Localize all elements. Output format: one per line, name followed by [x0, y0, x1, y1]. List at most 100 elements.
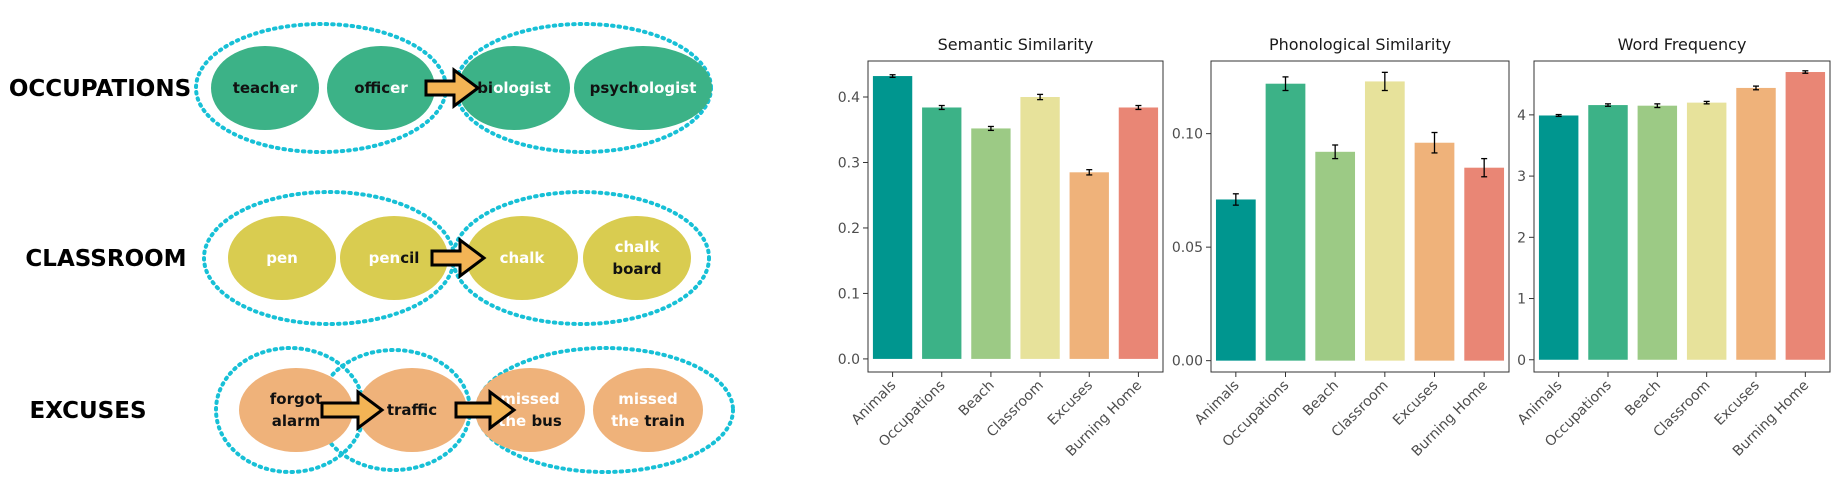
error-bar: [1753, 85, 1759, 91]
word-node-bubble: [239, 368, 353, 452]
word-node: officer: [327, 46, 435, 130]
word-segment: missed: [618, 390, 678, 408]
y-tick-label: 0.2: [838, 221, 860, 237]
bar-classroom: [1686, 102, 1727, 360]
error-bar: [1431, 131, 1438, 154]
word-segment: alarm: [272, 412, 320, 430]
word-node-bubble: [211, 46, 319, 130]
word-node: chalk board: [583, 216, 691, 300]
error-bar: [1282, 76, 1289, 92]
word-node-text: pen: [266, 249, 298, 267]
word-node-text: alarm: [272, 412, 320, 430]
x-tick-label: Beach: [1300, 378, 1342, 420]
error-bar: [1802, 70, 1809, 74]
word-node-bubble: [340, 216, 448, 300]
word-node-text: the train: [611, 412, 685, 430]
x-tick-label: Excuses: [1711, 378, 1762, 429]
word-node-bubble: [357, 368, 467, 452]
category-row-occupations: OCCUPATIONS teacher officer biologist psycho…: [9, 22, 713, 154]
word-node: pen: [228, 216, 336, 300]
error-bar: [1037, 93, 1044, 101]
error-bar: [1703, 100, 1710, 105]
bar-excuses: [1069, 172, 1109, 359]
x-tick-label: Beach: [1622, 378, 1664, 420]
word-node: biologist: [458, 46, 570, 130]
y-tick-label: 0.1: [838, 286, 860, 302]
y-tick-label: 1: [1517, 292, 1526, 308]
transition-arrow-icon: [430, 237, 487, 279]
word-segment: bi: [477, 79, 493, 97]
word-node-bubble: [466, 216, 578, 300]
chart-title: Word Frequency: [1618, 35, 1747, 54]
word-segment: chalk: [500, 249, 546, 267]
bar-burning-home: [1785, 72, 1826, 360]
error-bar: [1232, 193, 1239, 206]
word-node-bubble: [593, 368, 703, 452]
error-bar: [1332, 144, 1339, 160]
chart-title: Semantic Similarity: [938, 35, 1094, 54]
word-node-text: teacher: [233, 79, 298, 97]
bar-occupations: [922, 107, 962, 359]
word-segment: cil: [400, 249, 419, 267]
y-tick-label: 0.05: [1172, 240, 1203, 256]
bar-classroom: [1364, 81, 1405, 361]
error-bar: [987, 125, 994, 132]
error-bar: [889, 74, 896, 79]
transition-arrow-icon: [454, 389, 517, 431]
word-node-text: chalk: [615, 238, 661, 256]
word-node-text: missed: [618, 390, 678, 408]
y-tick-label: 0.4: [838, 90, 860, 106]
word-segment: teach: [233, 79, 280, 97]
plot-frame: [1210, 60, 1510, 373]
error-bar: [1086, 169, 1093, 176]
chart-panel-1: Semantic Similarity 0.0 0.1 0.2 0.3 0.4 Animal…: [838, 35, 1164, 460]
word-node: forgot alarm: [239, 368, 353, 452]
category-label: CLASSROOM: [25, 246, 186, 272]
bar-animals: [1215, 199, 1256, 361]
word-node-text: board: [612, 260, 661, 278]
bar-excuses: [1414, 142, 1455, 361]
word-segment: missed: [500, 390, 560, 408]
bar-beach: [971, 128, 1011, 359]
word-node-bubble: [458, 46, 570, 130]
x-tick-label: Excuses: [1045, 378, 1096, 429]
bar-occupations: [1265, 83, 1306, 361]
word-node: teacher: [211, 46, 319, 130]
y-tick-label: 0: [1517, 353, 1526, 369]
chart-title: Phonological Similarity: [1269, 35, 1451, 54]
plot-frame: [867, 60, 1164, 373]
transition-arrow-icon: [320, 389, 385, 431]
x-tick-label: Beach: [956, 378, 998, 420]
category-label: OCCUPATIONS: [9, 76, 191, 102]
error-bar: [938, 104, 945, 111]
word-node-text: psychologist: [590, 79, 697, 97]
bar-burning-home: [1118, 107, 1159, 359]
word-node-bubble: [583, 216, 691, 300]
word-node-text: forgot: [270, 390, 322, 408]
word-segment: chalk: [615, 238, 661, 256]
category-label: EXCUSES: [29, 398, 146, 424]
x-tick-label: Excuses: [1390, 378, 1441, 429]
bar-animals: [1538, 115, 1579, 360]
word-segment: psych: [590, 79, 639, 97]
word-node-bubble: [574, 46, 712, 130]
word-node-text: pencil: [369, 249, 420, 267]
word-segment: pen: [369, 249, 401, 267]
bar-animals: [872, 76, 913, 359]
category-diagram: OCCUPATIONS teacher officer biologist psycho…: [9, 22, 735, 474]
word-node: missed the train: [593, 368, 703, 452]
y-tick-label: 3: [1517, 169, 1526, 185]
word-segment: train: [644, 412, 685, 430]
error-bar: [1555, 113, 1562, 118]
x-tick-label: Animals: [1515, 378, 1566, 429]
word-node-text: traffic: [387, 401, 437, 419]
word-node: chalk: [466, 216, 578, 300]
word-node-text: biologist: [477, 79, 551, 97]
bar-excuses: [1736, 87, 1776, 360]
word-segment: forgot: [270, 390, 322, 408]
y-tick-label: 0.0: [838, 352, 860, 368]
word-node: traffic: [357, 368, 467, 452]
error-bar: [1605, 103, 1611, 107]
